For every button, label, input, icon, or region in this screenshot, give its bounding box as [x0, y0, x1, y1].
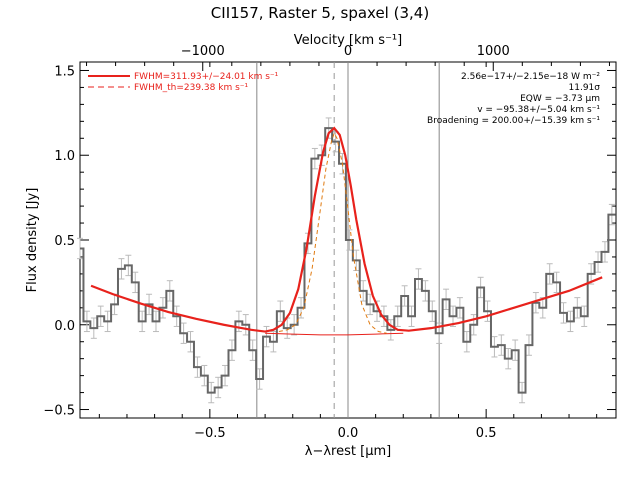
line-only-fit — [278, 131, 387, 334]
legend: FWHM=311.93+/−24.01 km s⁻¹ FWHM_th=239.3… — [88, 72, 279, 93]
y-tick-label: 1.0 — [54, 149, 75, 164]
x-tick-label: −0.5 — [194, 426, 226, 441]
top-axis-label: Velocity [km s⁻¹] — [294, 33, 402, 48]
annotation-flux: 2.56e−17+/−2.15e−18 W m⁻² — [461, 72, 600, 82]
annotation-velocity: v = −95.38+/−5.04 km s⁻¹ — [477, 105, 600, 115]
y-tick-label: 0.5 — [54, 234, 75, 249]
x-axis-ticks: −0.5 0.0 0.5 — [98, 62, 598, 441]
y-tick-label: −0.5 — [43, 404, 75, 419]
y-tick-label: 0.0 — [54, 319, 75, 334]
annotation-eqw: EQW = −3.73 μm — [520, 94, 600, 104]
total-fit — [90, 126, 603, 333]
x-tick-label: 0.0 — [338, 426, 359, 441]
observed-spectrum — [80, 127, 616, 394]
top-tick-label: −1000 — [181, 44, 225, 59]
chart-title: CII157, Raster 5, spaxel (3,4) — [211, 4, 429, 22]
legend-entry-fwhm-th: FWHM_th=239.38 km s⁻¹ — [134, 83, 249, 93]
x-axis-label: λ−λrest [μm] — [305, 444, 391, 459]
annotation-snr: 11.91σ — [569, 83, 601, 93]
baseline-fit — [265, 332, 404, 336]
y-axis-ticks: −0.5 0.0 0.5 1.0 1.5 — [43, 64, 616, 419]
annotation-broadening: Broadening = 200.00+/−15.39 km s⁻¹ — [427, 116, 600, 126]
legend-entry-fwhm: FWHM=311.93+/−24.01 km s⁻¹ — [134, 72, 279, 82]
plot-area — [77, 61, 617, 419]
top-tick-label: 1000 — [477, 44, 510, 59]
top-tick-label: 0 — [344, 44, 352, 59]
fit-annotations: 2.56e−17+/−2.15e−18 W m⁻² 11.91σ EQW = −… — [427, 72, 600, 126]
x-tick-label: 0.5 — [476, 426, 497, 441]
y-axis-label: Flux density [Jy] — [25, 188, 40, 293]
y-tick-label: 1.5 — [54, 64, 75, 79]
